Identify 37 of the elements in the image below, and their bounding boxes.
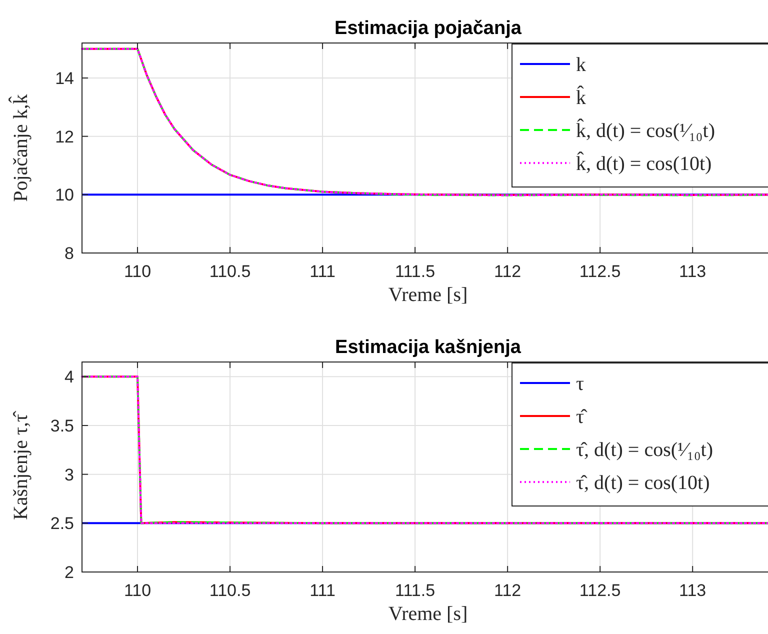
x-tick-label: 110.5: [209, 581, 251, 600]
y-tick-label: 2: [64, 563, 74, 582]
x-tick-label: 112: [494, 262, 522, 281]
chart-title: Estimacija kašnjenja: [335, 337, 522, 358]
x-tick-label: 110.5: [209, 262, 251, 281]
x-tick-label: 111.5: [395, 262, 436, 281]
y-tick-label: 8: [64, 244, 74, 263]
y-tick-label: 3: [64, 465, 74, 484]
x-tick-label: 113: [679, 581, 706, 600]
x-tick-label: 110: [124, 262, 152, 281]
x-tick-label: 111.5: [395, 581, 436, 600]
y-tick-label: 4: [64, 368, 74, 387]
x-tick-label: 113: [679, 262, 706, 281]
legend-label: k̂: [576, 85, 586, 109]
legend-label: τ̂, d(t) = cos(¹⁄₁₀t): [576, 439, 714, 461]
y-tick-label: 3.5: [50, 416, 74, 436]
x-axis-title: Vreme [s]: [388, 284, 468, 306]
y-axis-title: Kašnjenje τ,τ̂: [10, 410, 32, 520]
legend-label: τ̂: [576, 406, 588, 428]
y-axis-title: Pojačanje k,k̂: [8, 94, 32, 202]
y-tick-label: 12: [55, 127, 74, 146]
legend-label: τ: [576, 373, 584, 395]
x-axis-title: Vreme [s]: [388, 603, 468, 625]
x-tick-label: 112.5: [579, 581, 621, 600]
legend-label: k: [576, 54, 586, 76]
y-tick-label: 14: [55, 69, 74, 88]
chart-title: Estimacija pojačanja: [334, 18, 522, 39]
x-tick-label: 112.5: [579, 262, 621, 281]
legend-label: k̂, d(t) = cos(¹⁄₁₀t): [576, 118, 715, 142]
legend-label: τ̂, d(t) = cos(10t): [576, 472, 710, 494]
y-tick-label: 2.5: [50, 514, 74, 534]
x-tick-label: 111: [310, 262, 336, 281]
x-tick-label: 112: [494, 581, 522, 600]
legend-label: k̂, d(t) = cos(10t): [576, 151, 712, 175]
y-tick-label: 10: [55, 186, 74, 205]
x-tick-label: 111: [310, 581, 336, 600]
x-tick-label: 110: [124, 581, 152, 600]
